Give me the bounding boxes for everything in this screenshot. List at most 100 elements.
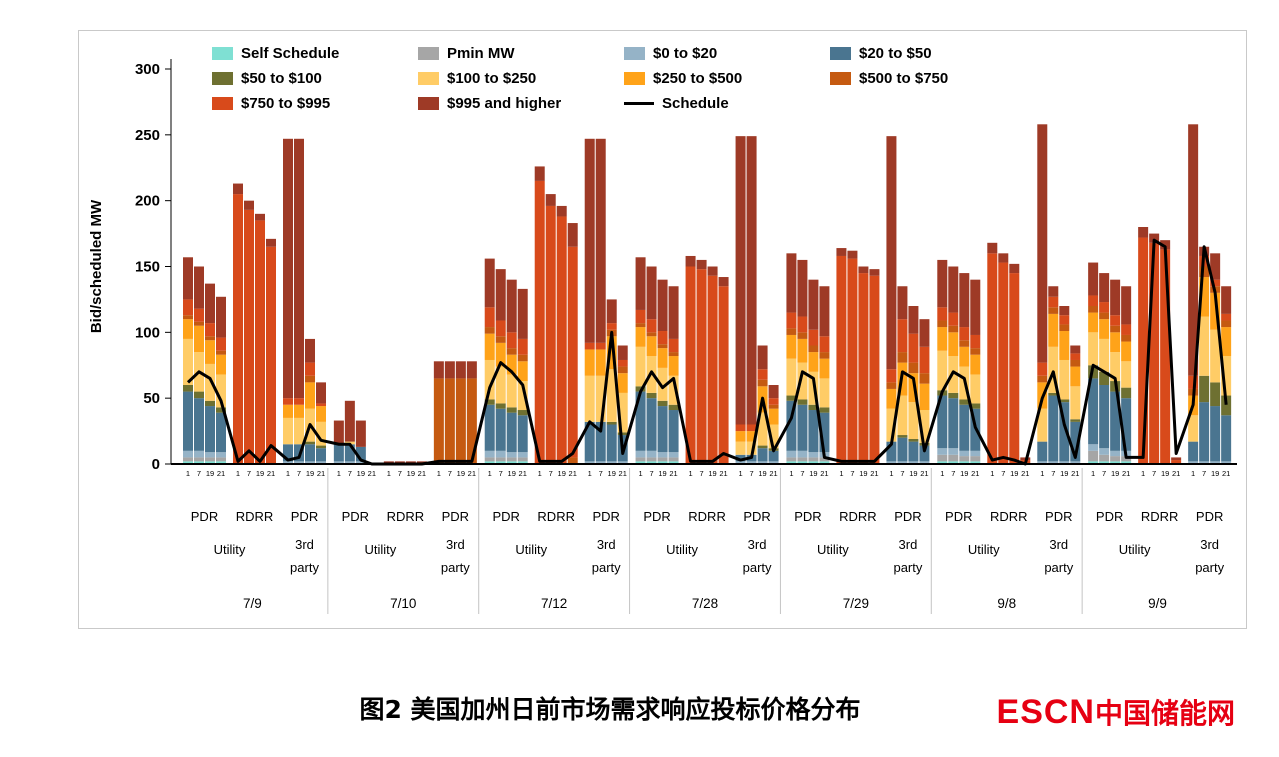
bar-segment (1088, 312, 1099, 333)
logo-text-cn: 中国储能网 (1094, 697, 1235, 730)
bar-segment (183, 450, 193, 458)
hour-tick-label: 21 (769, 469, 777, 478)
bar-segment (205, 400, 215, 407)
bar-segment (797, 259, 808, 317)
hour-tick-label: 21 (1021, 469, 1029, 478)
hour-tick-label: 7 (1102, 469, 1106, 478)
bar-segment (897, 461, 908, 464)
bar-segment (735, 424, 746, 432)
bar-segment (1221, 461, 1232, 464)
bar-segment (937, 448, 948, 455)
date-label: 9/8 (997, 596, 1016, 611)
bar-segment (506, 354, 517, 375)
bar-segment (786, 334, 797, 359)
bar-segment (495, 342, 506, 367)
bar-segment (797, 404, 808, 451)
bar-segment (584, 349, 595, 376)
bar-segment (1059, 399, 1070, 403)
bar-segment (646, 266, 657, 320)
date-label: 7/9 (243, 596, 262, 611)
bar-segment (657, 457, 668, 462)
legend-color-swatch (418, 47, 439, 60)
bar-segment (283, 138, 293, 399)
bar-segment (668, 457, 679, 462)
bar-segment (937, 461, 948, 464)
bar-segment (657, 452, 668, 458)
bar-segment (567, 457, 578, 464)
bar-segment (948, 392, 959, 399)
bar-segment (266, 238, 276, 247)
hour-tick-label: 1 (1191, 469, 1195, 478)
bar-segment (819, 286, 830, 337)
bar-segment (797, 399, 808, 405)
bar-segment (1088, 262, 1099, 296)
bar-segment (1070, 386, 1081, 420)
bar-segment (1149, 233, 1160, 243)
bar-segment (584, 138, 595, 343)
bar-segment (1099, 448, 1110, 455)
bar-segment (517, 415, 528, 453)
bar-segment (183, 299, 193, 316)
owner-label: party (743, 560, 772, 575)
bar-segment (506, 461, 517, 464)
bar-segment (668, 338, 679, 353)
bar-segment (768, 408, 779, 425)
bar-segment (808, 329, 819, 346)
bar-segment (886, 408, 897, 442)
bar-segment (959, 273, 970, 328)
bar-segment (635, 457, 646, 462)
bar-segment (869, 275, 880, 464)
bar-segment (1099, 461, 1110, 464)
bar-segment (205, 406, 215, 453)
owner-label: party (592, 560, 621, 575)
hour-tick-label: 1 (889, 469, 893, 478)
program-label: PDR (442, 509, 469, 524)
bar-segment (1188, 375, 1199, 389)
bar-segment (786, 400, 797, 451)
legend-item: $750 to $995 (212, 91, 418, 116)
bar-segment (1059, 331, 1070, 360)
bar-segment (1099, 371, 1110, 385)
bar-segment (495, 336, 506, 343)
hour-tick-label: 21 (418, 469, 426, 478)
hour-tick-label: 21 (669, 469, 677, 478)
bar-segment (305, 362, 315, 376)
program-label: PDR (743, 509, 770, 524)
bar-segment (970, 456, 981, 462)
bar-segment (786, 253, 797, 313)
bar-segment (919, 346, 930, 374)
bar-segment (534, 166, 545, 181)
owner-label: Utility (214, 542, 246, 557)
bar-segment (283, 404, 293, 418)
hour-tick-label: 19 (357, 469, 365, 478)
bar-segment (959, 340, 970, 347)
bar-segment (355, 446, 366, 462)
bar-segment (948, 448, 959, 455)
hour-tick-label: 19 (758, 469, 766, 478)
legend-item: $995 and higher (418, 91, 624, 116)
bar-segment (657, 367, 668, 401)
bar-segment (1099, 385, 1110, 449)
bar-segment (908, 438, 919, 442)
bar-segment (757, 369, 768, 380)
bar-segment (1138, 227, 1149, 238)
bar-segment (484, 404, 495, 451)
bar-segment (937, 395, 948, 449)
bar-segment (836, 248, 847, 256)
bar-segment (970, 450, 981, 457)
bar-segment (819, 412, 830, 453)
bar-segment (1009, 273, 1020, 464)
legend-item: $20 to $50 (830, 41, 1036, 66)
bar-segment (484, 359, 495, 400)
bar-segment (948, 266, 959, 313)
bar-segment (567, 246, 578, 458)
owner-label: Utility (515, 542, 547, 557)
bar-segment (685, 266, 696, 464)
bar-segment (897, 319, 908, 353)
bar-segment (919, 383, 930, 411)
bar-segment (495, 269, 506, 321)
bar-segment (819, 407, 830, 413)
program-label: PDR (643, 509, 670, 524)
bar-segment (517, 354, 528, 362)
hour-tick-label: 1 (738, 469, 742, 478)
